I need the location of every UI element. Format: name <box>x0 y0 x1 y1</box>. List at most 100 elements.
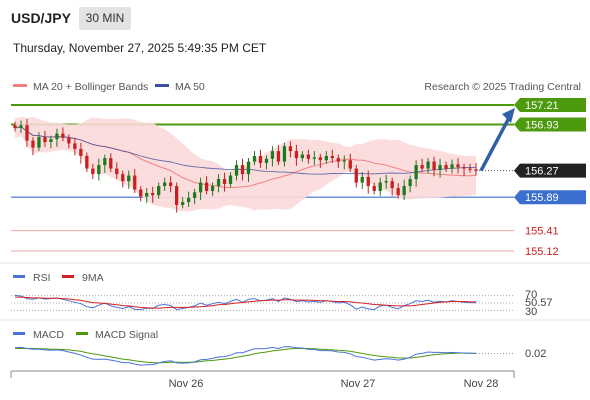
x-tick-label: Nov 28 <box>464 378 499 390</box>
projection-arrow-head <box>502 108 515 123</box>
candle-body <box>288 146 293 152</box>
candle-body <box>414 165 418 180</box>
macd-signal-legend-swatch <box>76 332 88 335</box>
macd-legend: MACD MACD Signal <box>13 329 158 341</box>
macd-value: 0.02 <box>525 348 546 360</box>
candle-body <box>169 182 173 187</box>
candle-body <box>300 154 305 159</box>
candle-body <box>234 165 239 176</box>
candle-body <box>127 175 131 182</box>
candle-body <box>264 158 269 163</box>
ma50-line <box>14 126 477 175</box>
candle-body <box>438 165 442 170</box>
ma50-legend-label: MA 50 <box>175 81 205 93</box>
candle-body <box>336 158 340 162</box>
candle-body <box>55 133 59 140</box>
candle-body <box>61 133 65 138</box>
candle-body <box>366 176 370 187</box>
candle-body <box>145 193 149 197</box>
candle-body <box>276 151 281 162</box>
candle-body <box>85 155 89 169</box>
bollinger-band-area <box>15 116 476 212</box>
candle-body <box>318 157 322 161</box>
candle-body <box>402 186 406 196</box>
candle-body <box>25 125 29 141</box>
rsi-ma-legend-swatch <box>62 275 74 278</box>
rsi-legend-label: RSI <box>33 272 51 284</box>
timeframe-badge[interactable]: 30 MIN <box>79 7 131 30</box>
candle-body <box>456 164 460 168</box>
candle-body <box>133 175 137 190</box>
candle-body <box>294 151 299 159</box>
price-tag-label: 155.41 <box>525 226 559 238</box>
rsi-legend: RSI 9MA <box>13 272 104 284</box>
price-tag-box <box>514 163 586 178</box>
candle-body <box>330 155 334 159</box>
macd-legend-swatch <box>13 332 25 335</box>
candle-body <box>49 139 53 143</box>
candle-body <box>216 179 221 187</box>
rsi-ma-legend-label: 9MA <box>82 272 104 284</box>
rsi-level-70: 70 <box>525 289 537 301</box>
candle-body <box>175 186 179 205</box>
price-tag-box <box>514 98 586 112</box>
candle-body <box>31 140 35 148</box>
candle-body <box>312 157 316 159</box>
candle-body <box>67 137 71 144</box>
candle-body <box>139 189 143 197</box>
candle-body <box>115 168 119 175</box>
bollinger-bands <box>15 116 476 212</box>
symbol-title: USD/JPY <box>11 10 71 26</box>
macd-panel <box>14 346 514 366</box>
candle-body <box>228 175 233 184</box>
candle-body <box>240 165 245 175</box>
candle-body <box>252 155 257 162</box>
candle-body <box>109 158 113 169</box>
candle-body <box>157 186 161 196</box>
ma50-legend-swatch <box>155 84 169 87</box>
candle-body <box>222 179 227 184</box>
projection-arrow <box>476 108 515 172</box>
candle-body <box>306 154 311 159</box>
candle-body <box>426 161 430 169</box>
candle-body <box>198 182 203 193</box>
candle-body <box>37 137 41 148</box>
candle-body <box>462 167 466 169</box>
candle-body <box>468 168 472 170</box>
rsi-legend-swatch <box>13 275 25 278</box>
candle-body <box>420 165 424 169</box>
candle-body <box>163 182 167 187</box>
candle-body <box>378 182 382 191</box>
candle-body <box>121 174 125 182</box>
candles <box>13 118 478 213</box>
candle-body <box>342 160 346 162</box>
x-tick-label: Nov 27 <box>341 378 376 390</box>
candle-body <box>79 149 83 156</box>
candle-body <box>210 186 215 191</box>
price-tag-label: 155.12 <box>525 246 559 258</box>
candle-body <box>73 143 77 150</box>
price-tag-box <box>514 190 586 205</box>
ma20-legend-label: MA 20 + Bollinger Bands <box>33 81 148 93</box>
price-tags: 157.21 156.93 156.27 155.89 155.41 155.12 <box>514 98 586 258</box>
projection-arrow-shaft <box>479 115 512 172</box>
macd-line <box>14 346 476 366</box>
price-tag-label: 157.21 <box>525 100 559 112</box>
candle-body <box>348 160 352 169</box>
candle-body <box>450 164 454 169</box>
candle-body <box>204 182 209 191</box>
candle-body <box>384 181 388 183</box>
candle-body <box>396 188 400 196</box>
candle-body <box>360 176 364 183</box>
candle-body <box>192 192 197 198</box>
candle-body <box>91 168 95 175</box>
macd-signal-line <box>15 348 477 364</box>
candle-body <box>444 165 448 169</box>
candle-body <box>103 158 107 166</box>
candle-body <box>324 155 328 161</box>
macd-legend-label: MACD <box>33 329 64 341</box>
candle-body <box>97 165 101 175</box>
candle-body <box>270 151 275 159</box>
main-legend: MA 20 + Bollinger Bands MA 50 Research ©… <box>13 81 581 93</box>
